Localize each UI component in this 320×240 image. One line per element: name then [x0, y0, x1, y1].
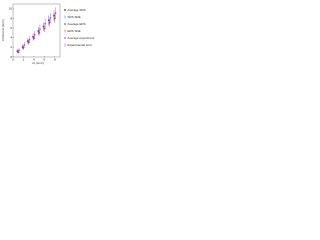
- point: [22, 46, 25, 49]
- point: [37, 30, 40, 32]
- point: [32, 35, 34, 38]
- point: [43, 27, 46, 30]
- legend-label: EDS SDE: [68, 29, 81, 33]
- point: [54, 12, 57, 14]
- point: [16, 50, 19, 53]
- plot-area: [12, 3, 61, 58]
- y-axis-label: Critical σt (mm²): [1, 19, 5, 41]
- point: [33, 34, 36, 36]
- point: [53, 14, 55, 17]
- x-axis-label: σt (mm²): [32, 61, 44, 65]
- legend-marker: [64, 37, 66, 39]
- point: [42, 25, 45, 28]
- point: [49, 17, 52, 19]
- point: [17, 51, 20, 54]
- point: [44, 22, 46, 25]
- legend-label: Experimental error: [68, 43, 93, 47]
- legend-label: Average EDS: [68, 22, 86, 26]
- point: [27, 41, 30, 44]
- y-tick-label: 6: [10, 26, 12, 30]
- point: [38, 31, 41, 34]
- legend-marker: [64, 23, 66, 25]
- y-tick-label: 0: [10, 55, 12, 59]
- y-tick-label: 4: [10, 36, 12, 40]
- point: [21, 46, 24, 48]
- x-tick-label: 0: [12, 57, 14, 61]
- point: [28, 38, 31, 41]
- y-tick-label: 10: [9, 7, 13, 11]
- legend-label: SDS SDE: [68, 15, 81, 19]
- x-tick-label: 8: [54, 57, 56, 61]
- legend-label: Average experiment: [68, 36, 95, 40]
- point: [32, 37, 35, 40]
- y-tick-label: 2: [10, 45, 12, 49]
- point: [47, 19, 50, 22]
- x-tick-label: 2: [23, 57, 25, 61]
- x-tick-label: 4: [33, 57, 35, 61]
- point: [18, 49, 20, 52]
- y-tick-label: 8: [10, 16, 12, 20]
- point: [23, 44, 26, 46]
- legend-marker: [64, 9, 66, 11]
- legend-label: Average SDS: [68, 8, 86, 12]
- point: [53, 17, 56, 20]
- page: {"chart_data": {"type": "scatter", "x_la…: [0, 0, 100, 66]
- point: [27, 40, 29, 42]
- point: [39, 28, 41, 30]
- point: [48, 21, 51, 24]
- x-tick-label: 6: [43, 57, 45, 61]
